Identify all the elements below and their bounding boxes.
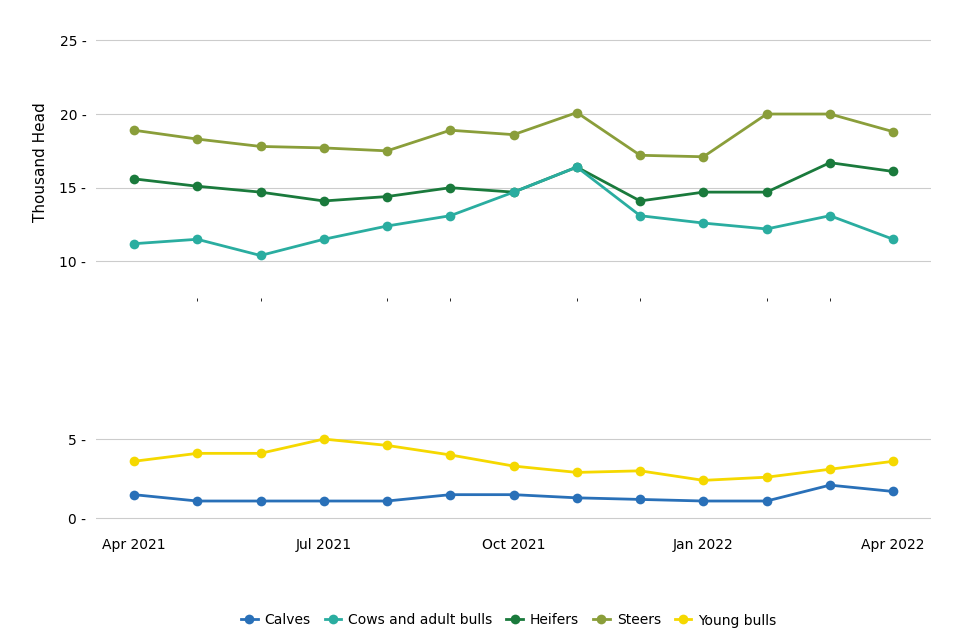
Heifers [444,184,456,191]
Heifers [508,188,519,196]
Heifers [318,197,329,205]
Calves [825,481,836,489]
Line: Young bulls: Young bulls [129,434,899,485]
Cows and adult bulls [635,212,646,220]
Young bulls [254,449,266,457]
Cows and adult bulls [191,236,203,243]
Heifers [571,163,583,171]
Steers [129,126,140,134]
Cows and adult bulls [129,240,140,248]
Heifers [887,168,899,175]
Cows and adult bulls [887,236,899,243]
Cows and adult bulls [508,188,519,196]
Young bulls [887,458,899,465]
Y-axis label: Thousand Head: Thousand Head [34,102,48,222]
Cows and adult bulls [761,225,773,233]
Young bulls [129,458,140,465]
Steers [191,135,203,143]
Heifers [761,188,773,196]
Young bulls [825,465,836,473]
Heifers [129,175,140,182]
Calves [444,491,456,499]
Calves [381,497,393,505]
Line: Cows and adult bulls: Cows and adult bulls [129,162,899,260]
Young bulls [508,462,519,470]
Steers [761,110,773,118]
Calves [698,497,709,505]
Steers [635,152,646,159]
Heifers [698,188,709,196]
Calves [508,491,519,499]
Calves [191,497,203,505]
Young bulls [318,435,329,443]
Calves [254,497,266,505]
Legend: Calves, Cows and adult bulls, Heifers, Steers, Young bulls: Calves, Cows and adult bulls, Heifers, S… [235,608,782,633]
Cows and adult bulls [444,212,456,220]
Heifers [191,182,203,190]
Cows and adult bulls [698,220,709,227]
Young bulls [444,451,456,459]
Cows and adult bulls [381,222,393,230]
Calves [761,497,773,505]
Line: Calves: Calves [129,480,899,506]
Steers [698,153,709,161]
Calves [318,497,329,505]
Steers [571,109,583,116]
Young bulls [381,442,393,449]
Calves [571,494,583,502]
Heifers [381,193,393,200]
Young bulls [635,467,646,475]
Calves [129,491,140,499]
Steers [444,126,456,134]
Steers [254,143,266,150]
Heifers [254,188,266,196]
Heifers [825,159,836,166]
Steers [381,147,393,155]
Line: Heifers: Heifers [129,158,899,206]
Young bulls [191,449,203,457]
Cows and adult bulls [254,252,266,259]
Cows and adult bulls [571,163,583,171]
Line: Steers: Steers [129,108,899,162]
Steers [508,131,519,138]
Cows and adult bulls [318,236,329,243]
Steers [887,128,899,136]
Young bulls [571,468,583,476]
Calves [887,488,899,495]
Young bulls [761,474,773,481]
Cows and adult bulls [825,212,836,220]
Calves [635,495,646,503]
Steers [318,144,329,152]
Young bulls [698,477,709,484]
Steers [825,110,836,118]
Heifers [635,197,646,205]
